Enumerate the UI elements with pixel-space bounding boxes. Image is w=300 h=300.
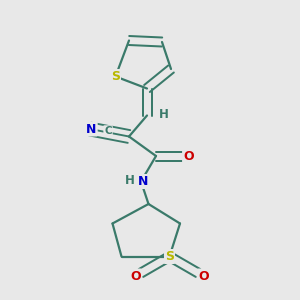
Text: C: C xyxy=(104,126,112,136)
Text: O: O xyxy=(130,269,141,283)
Text: H: H xyxy=(125,174,134,187)
Text: S: S xyxy=(165,250,174,263)
Text: S: S xyxy=(111,70,120,83)
Text: O: O xyxy=(198,269,209,283)
Text: O: O xyxy=(183,149,194,163)
Text: N: N xyxy=(86,122,97,136)
Text: H: H xyxy=(159,107,168,121)
Text: N: N xyxy=(138,175,148,188)
